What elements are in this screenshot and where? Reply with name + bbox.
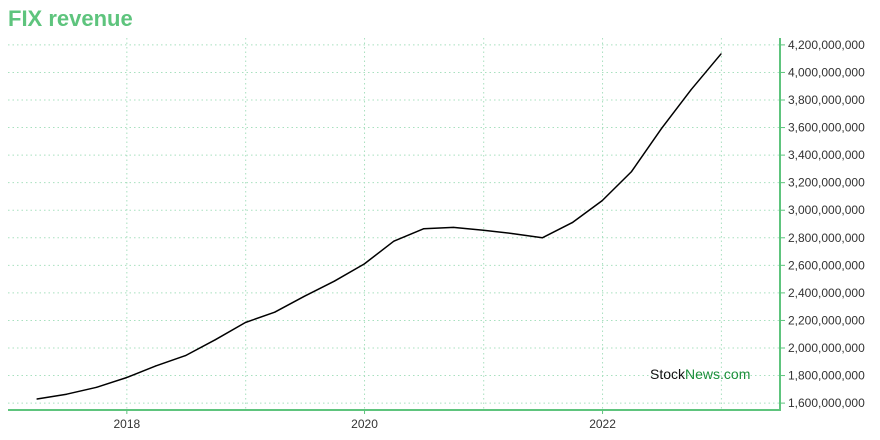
- chart-title: FIX revenue: [8, 6, 133, 31]
- y-tick-label: 1,600,000,000: [788, 396, 865, 410]
- y-tick-label: 3,000,000,000: [788, 203, 865, 217]
- watermark-part-news: News: [685, 366, 720, 382]
- data-point: [36, 398, 38, 400]
- data-point: [333, 280, 335, 282]
- y-tick-label: 2,200,000,000: [788, 313, 865, 327]
- data-point: [452, 226, 455, 229]
- data-point: [512, 233, 514, 235]
- data-point: [422, 228, 425, 230]
- y-tick-label: 2,000,000,000: [788, 341, 865, 355]
- data-point: [720, 53, 722, 55]
- data-point: [303, 295, 305, 297]
- data-point: [125, 377, 128, 379]
- grid-layer: [8, 38, 780, 410]
- watermark: StockNews.com: [650, 366, 750, 382]
- y-tick-label: 4,000,000,000: [788, 65, 865, 79]
- x-tick-label: 2020: [351, 417, 378, 431]
- tick-label-layer: 1,600,000,000 1,800,000,000 2,000,000,000 2…: [113, 38, 865, 431]
- data-point: [630, 171, 633, 173]
- y-tick-label: 2,400,000,000: [788, 286, 865, 300]
- data-point: [393, 240, 395, 242]
- y-tick-label: 3,600,000,000: [788, 121, 865, 135]
- series-line-0: [36, 53, 722, 400]
- series-layer: [36, 53, 722, 400]
- data-point: [660, 128, 662, 130]
- y-tick-label: 3,200,000,000: [788, 176, 865, 190]
- y-tick-label: 4,200,000,000: [788, 38, 865, 52]
- data-point: [214, 339, 217, 341]
- y-tick-label: 2,600,000,000: [788, 258, 865, 272]
- y-tick-label: 3,400,000,000: [788, 148, 865, 162]
- data-point: [95, 386, 98, 388]
- axis-layer: [8, 38, 785, 414]
- x-tick-label: 2022: [589, 417, 616, 431]
- data-point: [601, 199, 603, 202]
- x-tick-label: 2018: [113, 417, 140, 431]
- data-point: [66, 393, 68, 395]
- data-point: [274, 311, 276, 313]
- data-point: [184, 354, 187, 357]
- watermark-part-stock: Stock: [650, 366, 686, 382]
- y-tick-label: 1,800,000,000: [788, 369, 865, 383]
- watermark-part-com: .com: [720, 366, 750, 382]
- data-point: [363, 263, 365, 265]
- data-point: [244, 321, 246, 324]
- data-point: [155, 365, 157, 367]
- data-point: [482, 229, 484, 231]
- y-tick-label: 2,800,000,000: [788, 231, 865, 245]
- data-point: [571, 222, 573, 224]
- data-point: [541, 237, 543, 239]
- data-point: [690, 89, 692, 91]
- y-tick-label: 3,800,000,000: [788, 93, 865, 107]
